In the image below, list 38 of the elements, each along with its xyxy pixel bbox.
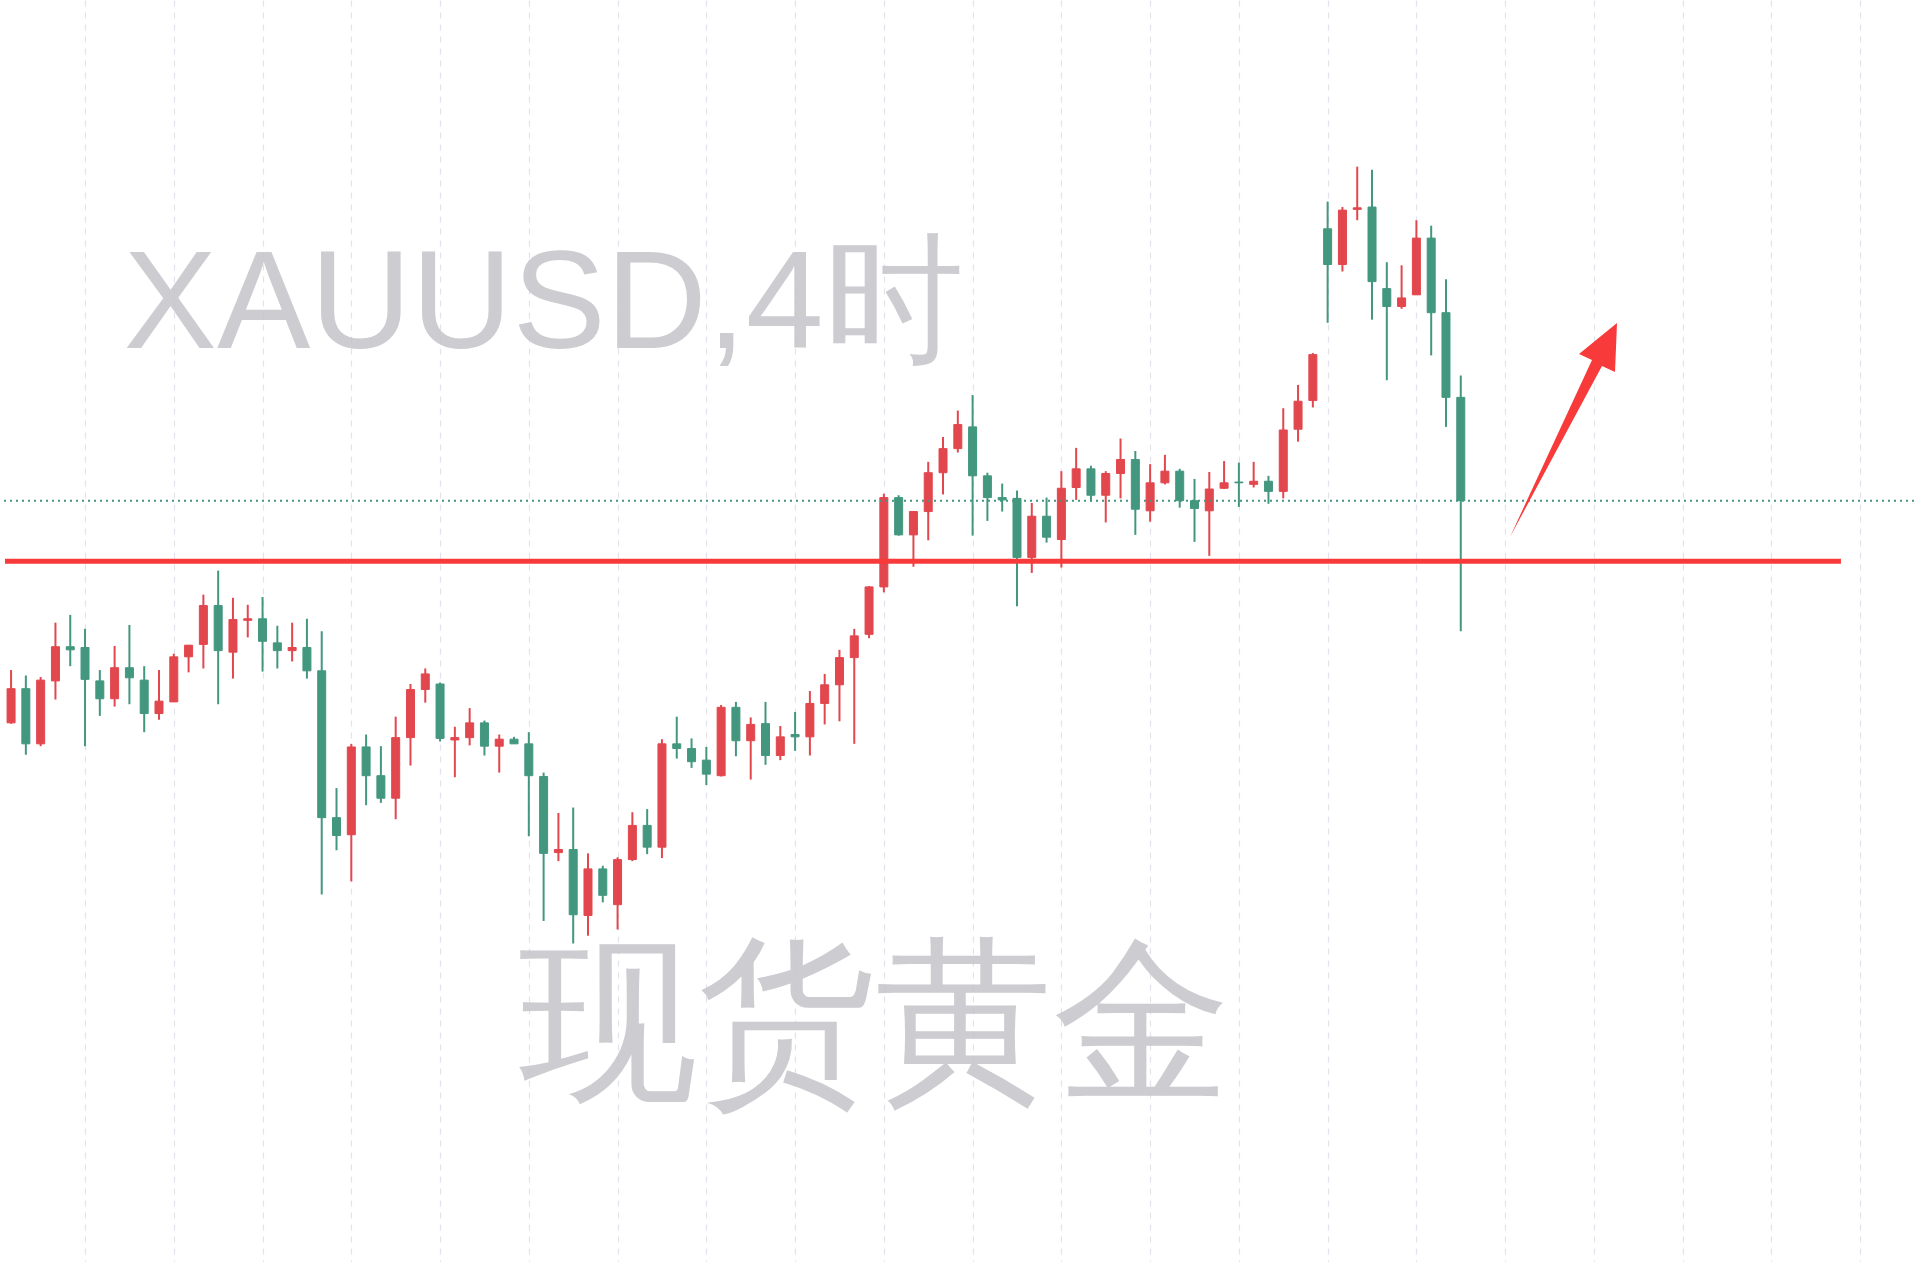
candlestick bbox=[820, 672, 830, 726]
candlestick bbox=[1382, 261, 1392, 382]
candlestick bbox=[494, 733, 504, 774]
candlestick bbox=[243, 603, 253, 639]
candlestick bbox=[1071, 446, 1081, 501]
candlestick bbox=[1397, 264, 1407, 310]
candlestick bbox=[332, 787, 342, 852]
candlestick bbox=[184, 644, 194, 674]
candlestick bbox=[95, 669, 105, 717]
candlestick bbox=[1116, 437, 1126, 500]
candlestick bbox=[1352, 165, 1362, 222]
candlestick bbox=[287, 621, 297, 663]
candlestick bbox=[746, 716, 756, 781]
candlestick bbox=[465, 707, 475, 747]
candlestick bbox=[154, 669, 164, 721]
candlestick bbox=[420, 667, 430, 704]
candlestick bbox=[450, 725, 460, 779]
candlestick bbox=[272, 624, 282, 670]
candlestick bbox=[302, 617, 312, 680]
candlestick bbox=[1249, 460, 1259, 489]
candlestick bbox=[908, 510, 918, 568]
candlestick bbox=[479, 719, 489, 757]
candlestick bbox=[1219, 460, 1229, 491]
candlestick bbox=[775, 724, 785, 762]
candlestick bbox=[672, 715, 682, 760]
candlestick bbox=[124, 623, 134, 706]
candlestick bbox=[258, 596, 268, 673]
candlestick bbox=[376, 745, 386, 804]
candlestick bbox=[1204, 470, 1214, 557]
candlestick bbox=[642, 808, 652, 856]
candlestick bbox=[1160, 453, 1170, 486]
candlestick bbox=[1101, 470, 1111, 524]
candlestick bbox=[687, 737, 697, 769]
candlestick bbox=[553, 811, 563, 863]
candlestick bbox=[849, 627, 859, 745]
candlestick bbox=[65, 613, 75, 668]
candlestick bbox=[790, 710, 800, 752]
candlestick bbox=[701, 745, 711, 787]
